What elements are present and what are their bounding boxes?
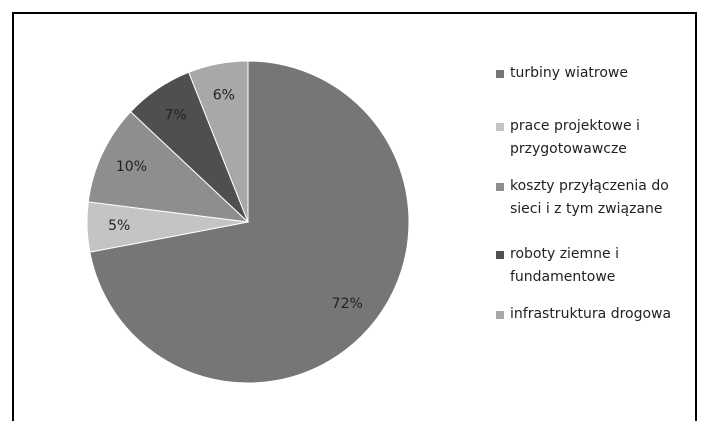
data-label: 72% [332, 296, 363, 312]
legend-item: turbiny wiatrowe [496, 62, 696, 85]
legend: turbiny wiatrowe prace projektowe i przyg… [496, 62, 696, 326]
legend-swatch [496, 123, 504, 131]
legend-item: roboty ziemne i fundamentowe [496, 243, 696, 289]
legend-item: koszty przyłączenia do sieci i z tym zwi… [496, 175, 696, 221]
legend-label: infrastruktura drogowa [510, 306, 672, 322]
legend-swatch [496, 70, 504, 78]
data-label: 5% [108, 218, 130, 234]
legend-label: turbiny wiatrowe [510, 65, 628, 81]
pie-slice [89, 60, 410, 384]
legend-label: prace projektowe i przygotowawcze [510, 118, 640, 157]
pie-slice [87, 111, 250, 223]
legend-swatch [496, 311, 504, 319]
legend-item: infrastruktura drogowa [496, 303, 696, 326]
legend-item: prace projektowe i przygotowawcze [496, 115, 696, 161]
frame [12, 12, 697, 421]
legend-swatch [496, 183, 504, 191]
legend-label: roboty ziemne i fundamentowe [510, 246, 620, 285]
data-label: 6% [213, 87, 235, 103]
legend-label: koszty przyłączenia do sieci i z tym zwi… [510, 178, 669, 217]
data-label: 7% [164, 107, 186, 123]
legend-swatch [496, 251, 504, 259]
pie-slice [188, 60, 249, 223]
data-label: 10% [116, 159, 147, 175]
